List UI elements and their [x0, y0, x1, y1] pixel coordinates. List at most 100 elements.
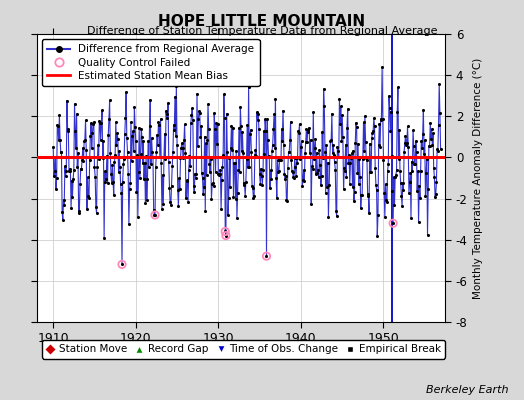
- Point: [360, 148, 368, 154]
- Point: [170, 127, 179, 134]
- Point: [110, 192, 118, 198]
- Point: [294, 128, 302, 134]
- Point: [72, 145, 80, 152]
- Point: [181, 150, 190, 156]
- Point: [198, 174, 206, 181]
- Point: [237, 148, 246, 154]
- Point: [261, 128, 270, 134]
- Point: [153, 132, 161, 138]
- Point: [78, 157, 86, 163]
- Point: [279, 142, 288, 148]
- Point: [427, 136, 435, 142]
- Point: [180, 137, 188, 143]
- Point: [184, 166, 193, 173]
- Point: [271, 96, 280, 102]
- Point: [379, 157, 388, 163]
- Point: [307, 201, 315, 207]
- Point: [216, 167, 225, 174]
- Point: [301, 150, 309, 156]
- Point: [263, 253, 271, 259]
- Point: [266, 167, 275, 173]
- Point: [331, 159, 339, 166]
- Point: [132, 138, 140, 144]
- Point: [299, 177, 307, 183]
- Point: [340, 165, 348, 172]
- Point: [141, 200, 149, 206]
- Point: [344, 160, 353, 166]
- Point: [250, 152, 259, 158]
- Point: [110, 159, 118, 166]
- Point: [94, 156, 103, 162]
- Point: [373, 232, 381, 239]
- Point: [68, 193, 77, 200]
- Point: [134, 169, 143, 175]
- Point: [93, 164, 102, 171]
- Point: [99, 155, 107, 161]
- Point: [421, 193, 430, 199]
- Point: [171, 133, 180, 139]
- Point: [81, 117, 90, 124]
- Point: [432, 178, 441, 185]
- Point: [255, 171, 264, 178]
- Point: [113, 130, 122, 136]
- Point: [147, 160, 155, 167]
- Point: [197, 123, 205, 130]
- Point: [87, 120, 95, 126]
- Point: [222, 110, 231, 117]
- Point: [52, 174, 61, 181]
- Point: [162, 115, 171, 121]
- Point: [371, 165, 379, 172]
- Point: [249, 195, 258, 202]
- Point: [374, 212, 382, 218]
- Point: [83, 206, 91, 212]
- Point: [299, 167, 308, 173]
- Point: [436, 146, 445, 152]
- Point: [114, 169, 123, 175]
- Point: [70, 101, 79, 107]
- Point: [281, 176, 289, 183]
- Point: [393, 108, 401, 115]
- Point: [285, 149, 293, 156]
- Point: [366, 140, 374, 147]
- Point: [355, 181, 363, 188]
- Point: [346, 160, 355, 166]
- Point: [98, 107, 106, 114]
- Point: [345, 152, 353, 158]
- Point: [265, 154, 274, 160]
- Point: [163, 110, 171, 117]
- Point: [60, 202, 69, 208]
- Point: [332, 208, 340, 215]
- Point: [269, 126, 278, 132]
- Point: [341, 168, 349, 174]
- Point: [121, 131, 129, 137]
- Point: [179, 154, 188, 161]
- Point: [79, 145, 87, 151]
- Point: [314, 174, 323, 180]
- Point: [276, 157, 284, 163]
- Point: [140, 176, 148, 182]
- Point: [305, 150, 314, 156]
- Point: [259, 128, 268, 134]
- Point: [199, 191, 208, 197]
- Point: [120, 155, 128, 162]
- Point: [270, 111, 278, 118]
- Point: [107, 171, 115, 177]
- Point: [180, 121, 189, 128]
- Point: [252, 153, 260, 160]
- Point: [390, 202, 399, 209]
- Point: [204, 126, 213, 132]
- Point: [255, 126, 263, 132]
- Point: [395, 156, 403, 163]
- Point: [388, 153, 396, 159]
- Point: [305, 124, 313, 131]
- Point: [233, 190, 242, 196]
- Point: [225, 155, 234, 161]
- Point: [108, 162, 116, 168]
- Point: [209, 183, 217, 190]
- Point: [411, 161, 419, 167]
- Point: [263, 253, 271, 259]
- Point: [292, 173, 300, 179]
- Point: [157, 160, 166, 166]
- Point: [59, 197, 68, 203]
- Point: [344, 106, 352, 112]
